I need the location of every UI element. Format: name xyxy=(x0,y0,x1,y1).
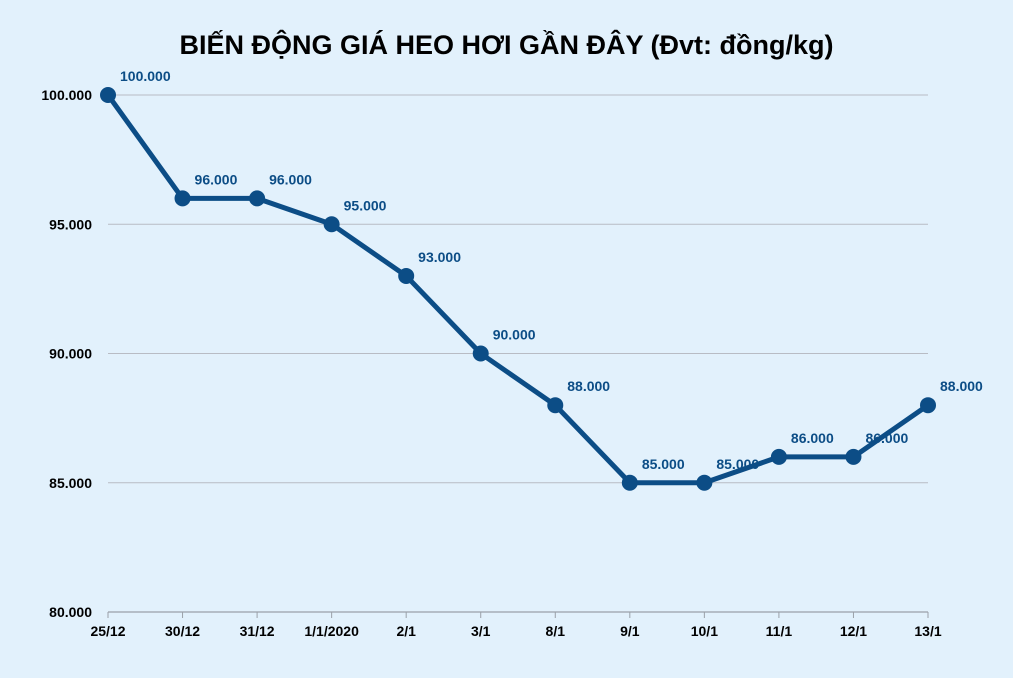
y-tick-label: 85.000 xyxy=(49,475,92,491)
data-label: 90.000 xyxy=(493,327,536,343)
data-point xyxy=(174,190,191,207)
data-point xyxy=(398,267,415,284)
data-point xyxy=(696,474,713,491)
data-point xyxy=(472,345,489,362)
x-tick-label: 1/1/2020 xyxy=(304,623,359,639)
series-line xyxy=(105,92,931,486)
series-line-layer xyxy=(105,92,931,486)
x-tick-label: 30/12 xyxy=(165,623,200,639)
chart-title: BIẾN ĐỘNG GIÁ HEO HƠI GẦN ĐÂY (Đvt: đồng… xyxy=(179,30,834,60)
y-tick-label: 90.000 xyxy=(49,346,92,362)
data-label: 85.000 xyxy=(716,456,759,472)
data-point xyxy=(323,216,340,233)
data-label: 86.000 xyxy=(865,430,908,446)
x-tick-label: 2/1 xyxy=(396,623,416,639)
y-tick-label: 80.000 xyxy=(49,604,92,620)
x-tick-label: 13/1 xyxy=(914,623,941,639)
data-points xyxy=(100,87,936,491)
axes: 80.000 85.000 90.000 95.000 100.000 25/12 30/1… xyxy=(41,87,941,639)
data-label: 96.000 xyxy=(269,171,312,187)
data-labels: 100.000 96.000 96.000 95.000 93.000 90.000 88.… xyxy=(120,68,983,472)
data-label: 88.000 xyxy=(940,378,983,394)
x-tick-label: 3/1 xyxy=(471,623,491,639)
y-tick-label: 100.000 xyxy=(41,87,92,103)
data-label: 100.000 xyxy=(120,68,171,84)
data-point xyxy=(100,87,116,103)
data-point xyxy=(249,190,266,207)
x-tick-label: 8/1 xyxy=(546,623,566,639)
data-label: 88.000 xyxy=(567,378,610,394)
x-tick-label: 25/12 xyxy=(90,623,125,639)
x-tick-label: 31/12 xyxy=(240,623,275,639)
data-label: 85.000 xyxy=(642,456,685,472)
data-label: 86.000 xyxy=(791,430,834,446)
data-label: 96.000 xyxy=(195,171,238,187)
data-point xyxy=(621,474,638,491)
y-tick-label: 95.000 xyxy=(49,216,92,232)
x-tick-label: 11/1 xyxy=(766,623,793,639)
data-label: 95.000 xyxy=(344,197,387,213)
data-point xyxy=(547,397,564,414)
x-tick-label: 9/1 xyxy=(620,623,640,639)
data-point xyxy=(920,397,936,414)
data-point xyxy=(770,448,787,465)
x-tick-label: 12/1 xyxy=(840,623,867,639)
x-tick-label: 10/1 xyxy=(691,623,718,639)
data-label: 93.000 xyxy=(418,249,461,265)
data-point xyxy=(845,448,862,465)
